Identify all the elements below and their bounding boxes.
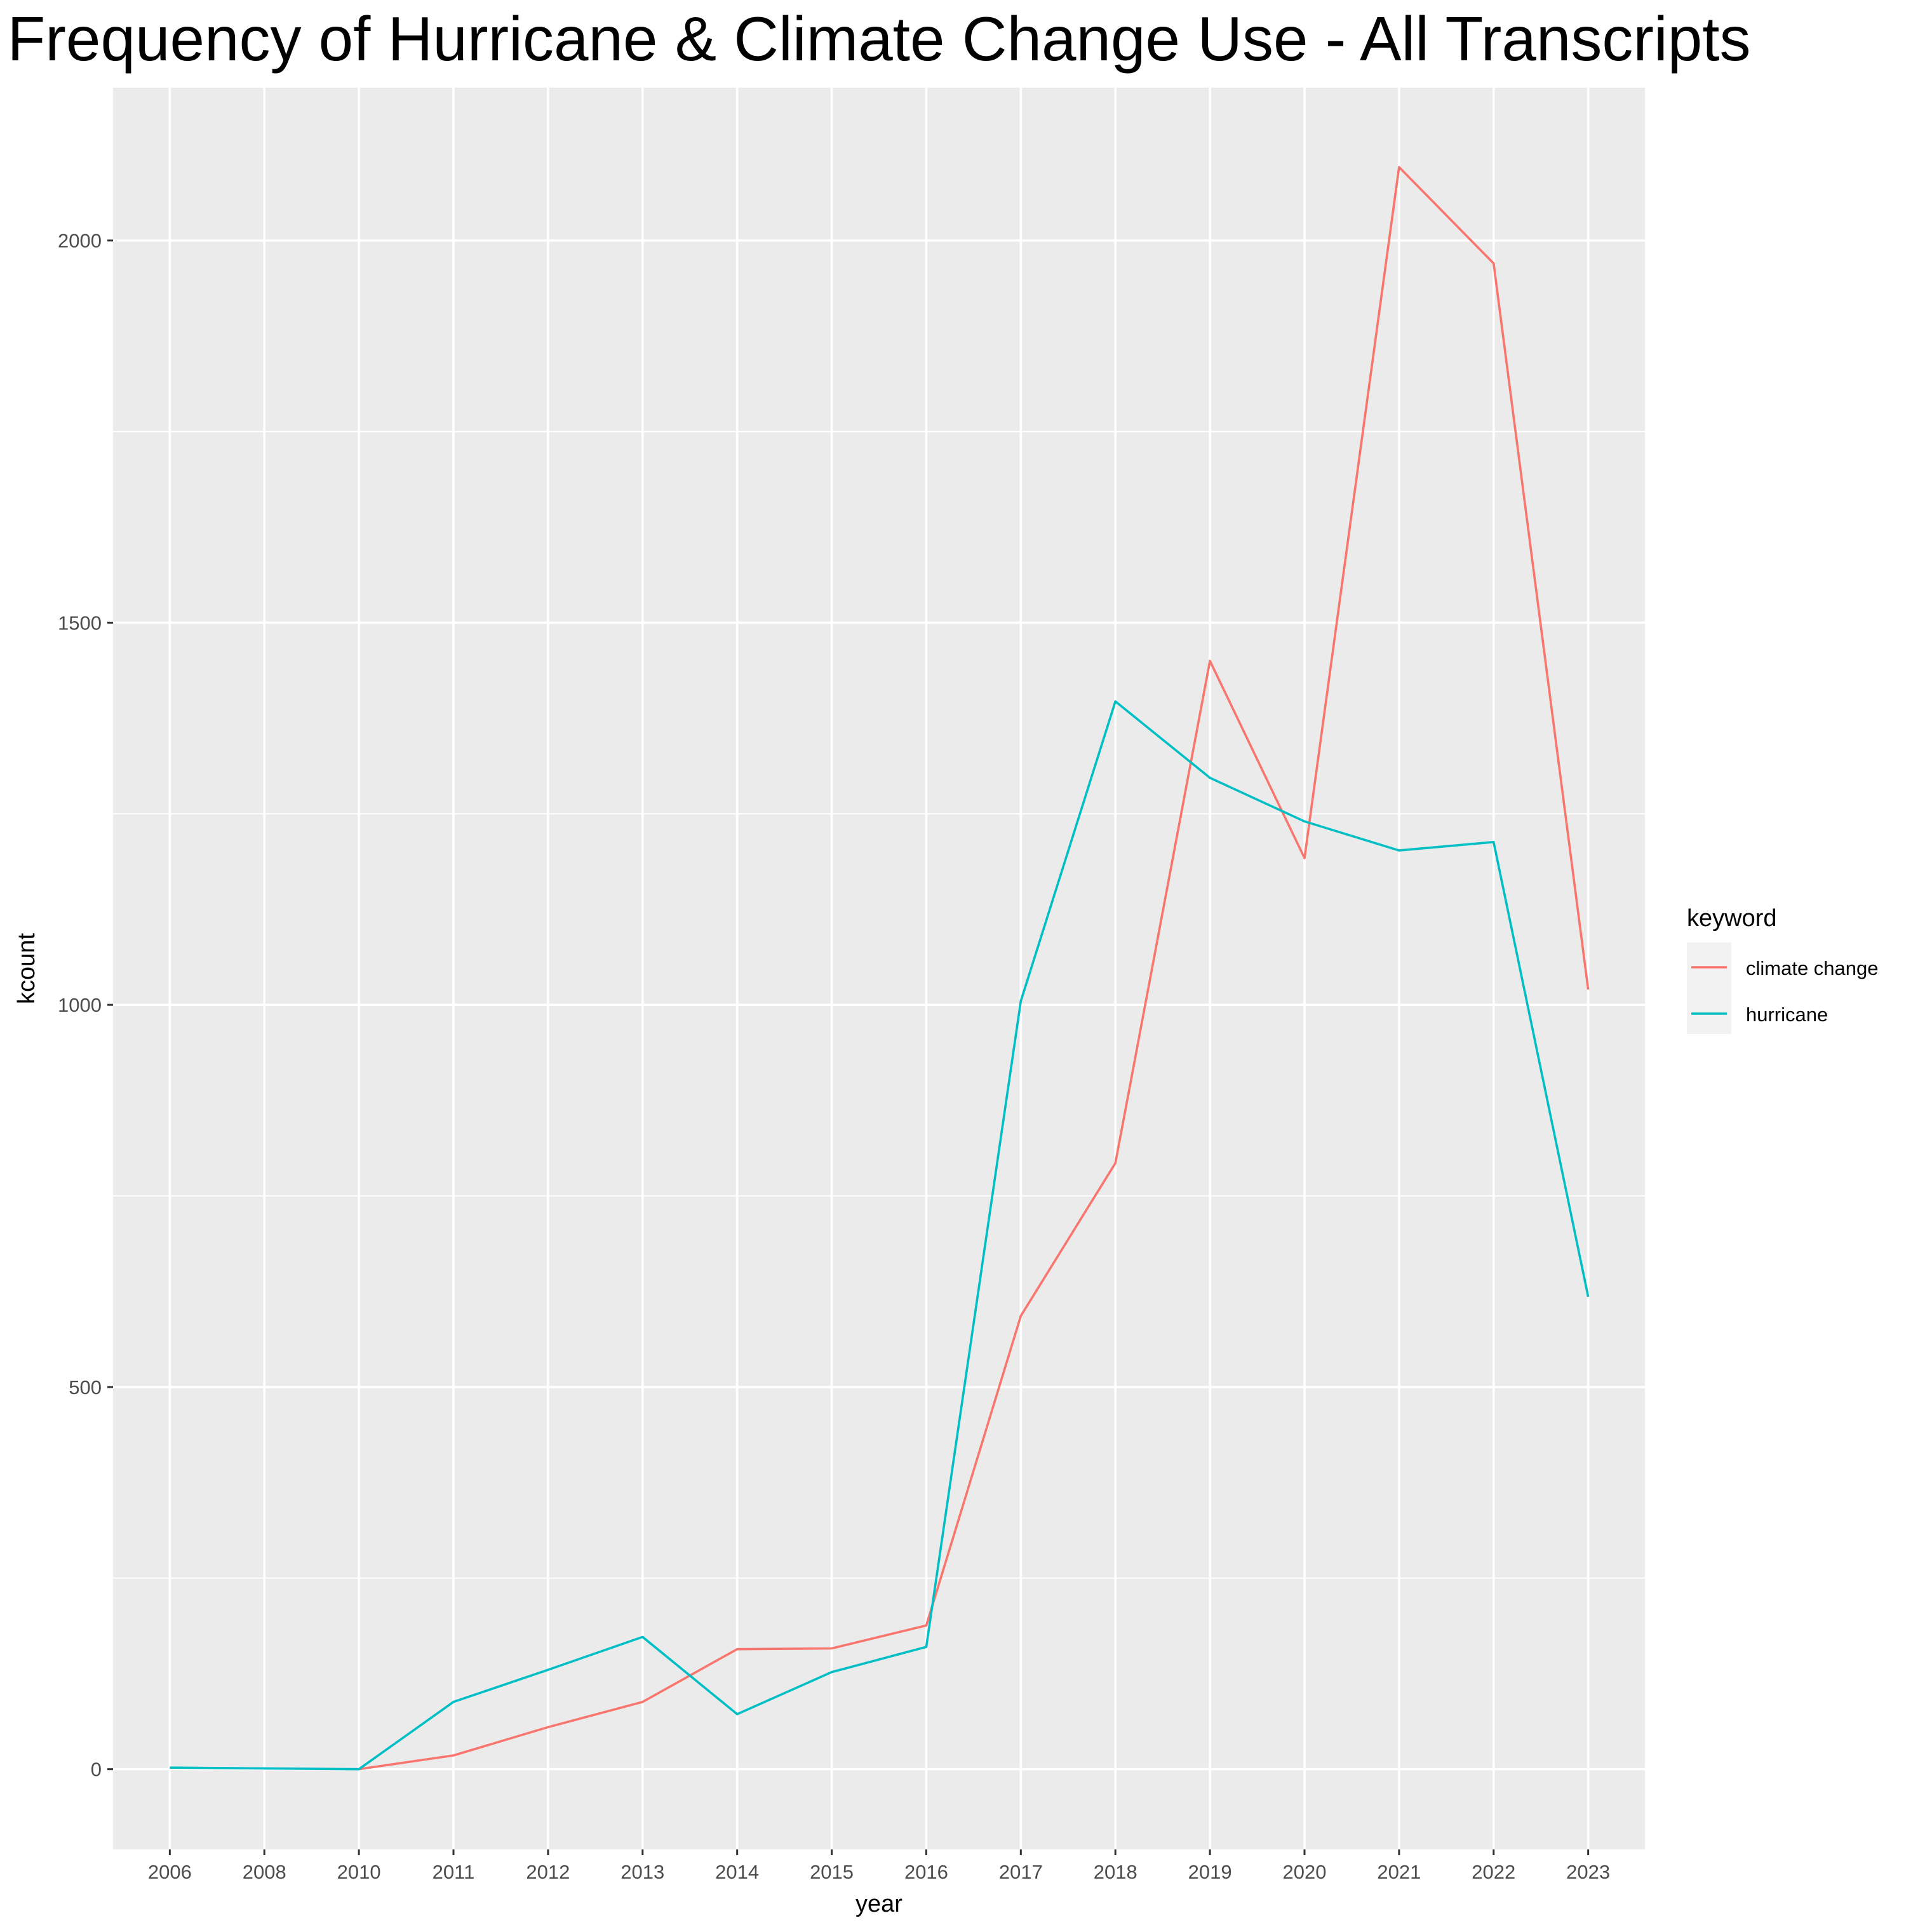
x-axis: 2006 2008 2010 2011 2012 2013 2014 2015 2016 2017… <box>148 1849 1610 1883</box>
x-tick-label: 2008 <box>243 1861 286 1883</box>
y-axis-title: kcount <box>13 933 40 1004</box>
x-tick-label: 2010 <box>337 1861 381 1883</box>
x-tick-label: 2018 <box>1094 1861 1137 1883</box>
x-tick-label: 2014 <box>715 1861 759 1883</box>
x-tick-label: 2012 <box>526 1861 570 1883</box>
x-tick-label: 2013 <box>621 1861 664 1883</box>
x-tick-label: 2021 <box>1377 1861 1421 1883</box>
x-tick-label: 2022 <box>1472 1861 1515 1883</box>
minor-gridlines <box>113 431 1645 1579</box>
series-lines <box>170 166 1590 1771</box>
plot-panel <box>113 88 1645 1849</box>
y-tick-label: 2000 <box>58 230 102 252</box>
x-tick-label: 2020 <box>1283 1861 1327 1883</box>
x-tick-label: 2023 <box>1566 1861 1610 1883</box>
legend-key-background <box>1687 943 1731 1034</box>
x-tick-label: 2019 <box>1188 1861 1232 1883</box>
y-tick-label: 500 <box>69 1376 102 1399</box>
y-tick-label: 1500 <box>58 612 102 634</box>
chart-title: Frequency of Hurricane & Climate Change … <box>7 4 1750 74</box>
legend-label-hurricane: hurricane <box>1746 1003 1828 1026</box>
legend: keyword climate change hurricane <box>1687 905 1879 1034</box>
x-tick-label: 2011 <box>433 1861 475 1883</box>
x-tick-label: 2015 <box>810 1861 854 1883</box>
y-tick-label: 1000 <box>58 994 102 1016</box>
x-axis-title: year <box>855 1891 902 1917</box>
y-tick-label: 0 <box>91 1759 102 1781</box>
x-tick-label: 2017 <box>999 1861 1043 1883</box>
y-axis: 0 500 1000 1500 2000 <box>58 230 113 1781</box>
x-tick-label: 2006 <box>148 1861 192 1883</box>
series-line-climate-change <box>358 166 1590 1771</box>
x-tick-label: 2016 <box>904 1861 948 1883</box>
legend-title: keyword <box>1687 905 1777 932</box>
series-line-hurricane <box>170 700 1590 1771</box>
legend-label-climate-change: climate change <box>1746 957 1879 979</box>
major-gridlines <box>113 88 1645 1849</box>
